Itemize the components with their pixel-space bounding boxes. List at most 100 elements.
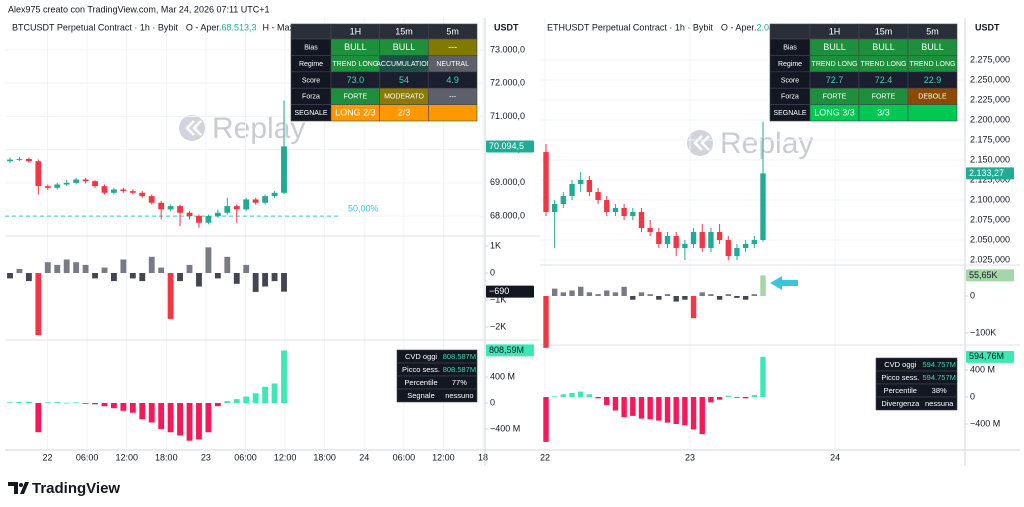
cvd-bar — [630, 396, 636, 416]
table-text: BULL — [344, 42, 367, 52]
watermark-right — [687, 130, 713, 156]
candle-body — [271, 192, 278, 197]
volume-bar — [262, 273, 269, 287]
y-tick-label: 2.100,000 — [970, 194, 1010, 204]
cvd-table-label: CVD oggi — [884, 360, 916, 369]
price-label-bg — [486, 285, 534, 298]
price-label-bg — [486, 140, 534, 153]
table-text: BULL — [872, 42, 895, 52]
candle-body — [699, 232, 705, 248]
candle-body — [586, 180, 593, 192]
price-label-bg — [966, 350, 1014, 363]
volume-bar — [73, 262, 80, 274]
y-tick-label: 0 — [970, 290, 975, 300]
y-tick-label: −100K — [970, 327, 996, 337]
volume-bar — [16, 268, 23, 274]
candle-body — [214, 212, 221, 217]
table-text: --- — [449, 94, 457, 101]
title: ETHUSDT Perpetual Contract · 1h · Bybit — [547, 22, 713, 32]
table-text: ACCUMULATION — [376, 61, 431, 68]
unit: USDT — [975, 22, 1000, 32]
candle-body — [92, 181, 98, 187]
table-text: Bias — [783, 45, 797, 52]
volume-bar — [560, 292, 567, 297]
candle-body — [595, 192, 601, 200]
candle-body — [551, 204, 558, 212]
cvd-table-value: nessuno — [445, 391, 473, 400]
cvd-table-row — [396, 388, 478, 403]
x-tick-label: 18 — [478, 452, 488, 462]
cvd-table-label: CVD oggi — [405, 352, 437, 361]
table-cell — [769, 23, 811, 40]
unit: USDT — [494, 22, 519, 32]
cvd-bar — [281, 350, 287, 403]
candle-body — [177, 206, 183, 213]
cvd-bar — [569, 392, 575, 397]
cvd-bar — [647, 396, 653, 420]
table-text: LONG 3/3 — [814, 108, 855, 118]
cvd-bar — [82, 402, 89, 404]
table-text: Forza — [302, 94, 320, 101]
y-tick-label: 68.000,0 — [490, 210, 525, 220]
y-tick-label: 2.275,000 — [970, 54, 1010, 64]
table-text: 1H — [350, 26, 362, 36]
cvd-bar — [44, 402, 51, 404]
candle-body — [205, 216, 212, 223]
ohlc-o: 68.513,3 — [221, 22, 256, 32]
y-tick-label: 400 M — [970, 364, 995, 374]
watermark-left — [179, 115, 205, 141]
candle-body — [148, 196, 155, 203]
candle-body — [167, 206, 174, 210]
table-text: Score — [302, 77, 320, 84]
candle-body — [7, 159, 13, 162]
volume-bar — [708, 294, 714, 297]
price-label: 808,59M — [489, 345, 524, 355]
cvd-table-row — [875, 396, 958, 411]
table-text: TREND LONG — [812, 61, 858, 68]
candle-body — [716, 232, 723, 240]
x-tick-label: 06:00 — [76, 452, 99, 462]
volume-bar — [716, 296, 723, 300]
table-text: TREND LONG — [910, 61, 956, 68]
y-tick-label: 0 — [970, 391, 975, 401]
x-tick-label: 22 — [540, 452, 550, 462]
table-text: 15m — [395, 26, 413, 36]
volume-bar — [543, 296, 549, 348]
candle-body — [233, 206, 240, 210]
y-tick-label: −400 M — [490, 423, 520, 433]
x-tick-label: 06:00 — [393, 452, 416, 462]
volume-bar — [25, 273, 32, 282]
cvd-table-label: Picco sess. — [402, 365, 440, 374]
volume-bar — [129, 273, 136, 279]
logo: TradingView — [32, 480, 120, 497]
volume-bar — [595, 294, 601, 297]
price-label: 55,65K — [969, 270, 998, 280]
candle-body — [25, 158, 32, 162]
cvd-bar — [196, 402, 202, 440]
volume-bar — [224, 256, 231, 274]
candle-body — [682, 244, 688, 248]
y-tick-label: 2.225,000 — [970, 94, 1010, 104]
table-text: FORTE — [344, 94, 368, 101]
cvd-bar — [543, 396, 549, 442]
candle-body — [82, 179, 89, 182]
candle-body — [120, 189, 127, 192]
volume-bar — [664, 294, 671, 297]
candle-body — [63, 182, 70, 185]
logo-icon — [8, 482, 29, 494]
cvd-bar — [224, 401, 231, 403]
volume-bar — [92, 273, 98, 279]
candle-body — [281, 146, 287, 193]
x-tick-label: 23 — [685, 452, 695, 462]
cvd-bar — [148, 402, 155, 423]
cvd-bar — [186, 402, 193, 441]
price-label: 70.094,5 — [489, 141, 524, 151]
y-tick-label: 400 M — [490, 371, 515, 381]
candle-body — [543, 152, 549, 212]
cvd-bar — [25, 401, 32, 403]
cvd-bar — [725, 395, 731, 397]
candle-body — [673, 236, 679, 248]
candle-body — [612, 208, 619, 212]
y-tick-label: 0 — [490, 267, 495, 277]
